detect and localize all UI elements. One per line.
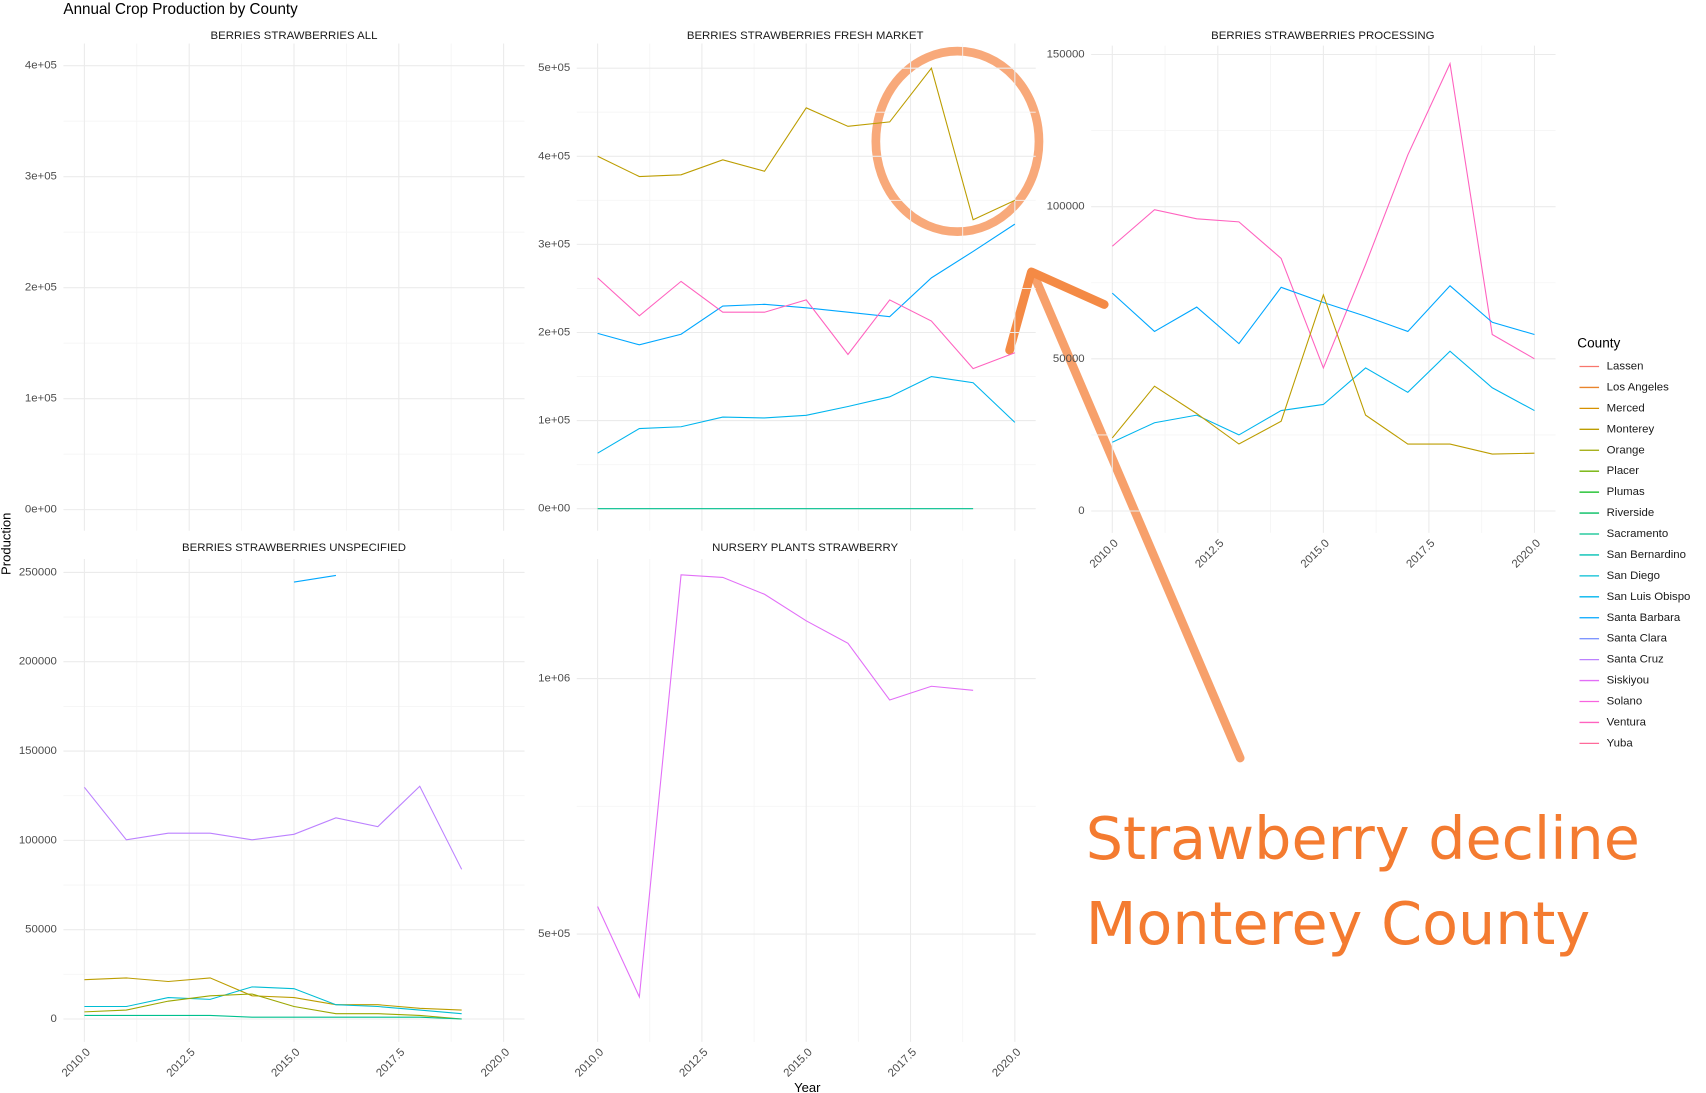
legend-label: San Diego	[1607, 570, 1660, 582]
y-tick-label: 3e+05	[25, 171, 57, 183]
legend-label: Los Angeles	[1607, 381, 1669, 393]
x-tick-label: 2017.5	[1404, 537, 1437, 570]
legend-label: Ventura	[1607, 716, 1647, 728]
legend-label: Santa Barbara	[1607, 612, 1681, 624]
series-line	[1112, 350, 1535, 443]
facet-title: BERRIES STRAWBERRIES FRESH MARKET	[687, 30, 924, 42]
legend-label: Yuba	[1607, 737, 1634, 749]
x-tick-label: 2010.0	[60, 1046, 93, 1079]
y-tick-label: 100000	[1047, 201, 1085, 213]
y-tick-label: 50000	[25, 924, 57, 936]
y-tick-label: 1e+05	[25, 393, 57, 405]
legend-label: Santa Cruz	[1607, 654, 1664, 666]
x-axis-label: Year	[794, 1080, 821, 1093]
y-tick-label: 5e+05	[538, 62, 570, 74]
series-line	[83, 785, 463, 870]
legend-title: County	[1577, 335, 1620, 350]
arrow-shaft	[1029, 269, 1245, 763]
legend-label: Riverside	[1607, 507, 1655, 519]
x-tick-label: 2010.0	[1088, 537, 1121, 570]
annotation-text: Monterey County	[1086, 889, 1590, 958]
y-tick-label: 5e+05	[538, 928, 570, 940]
y-tick-label: 150000	[1047, 49, 1085, 61]
y-tick-label: 0e+00	[538, 503, 570, 515]
x-tick-label: 2010.0	[573, 1046, 606, 1079]
x-tick-label: 2017.5	[374, 1046, 407, 1079]
series-line	[597, 66, 1016, 221]
series-line	[84, 1014, 462, 1020]
series-line	[84, 977, 462, 1011]
series-line	[597, 277, 1016, 370]
legend-label: Plumas	[1607, 486, 1645, 498]
legend-label: San Luis Obispo	[1607, 591, 1691, 603]
facet: NURSERY PLANTS STRAWBERRY 5e+05 1e+06 2010.…	[538, 542, 1036, 1080]
facet-title: BERRIES STRAWBERRIES UNSPECIFIED	[182, 542, 406, 554]
x-tick-label: 2015.0	[1299, 537, 1332, 570]
y-tick-label: 0	[1078, 505, 1084, 517]
legend-label: Solano	[1607, 695, 1643, 707]
facet: BERRIES STRAWBERRIES FRESH MARKET 0e+00 1e…	[538, 30, 1036, 531]
x-tick-label: 2020.0	[1510, 537, 1543, 570]
x-tick-label: 2012.5	[677, 1046, 710, 1079]
series-line	[1111, 293, 1535, 455]
facet-title: BERRIES STRAWBERRIES ALL	[211, 30, 378, 42]
y-tick-label: 1e+06	[538, 673, 570, 685]
y-tick-label: 100000	[19, 834, 57, 846]
y-tick-label: 2e+05	[538, 327, 570, 339]
series-line	[1111, 61, 1535, 370]
y-tick-label: 3e+05	[538, 238, 570, 250]
y-tick-label: 200000	[19, 656, 57, 668]
y-tick-label: 50000	[1053, 353, 1085, 365]
legend-label: Lassen	[1607, 361, 1644, 373]
highlight-circle	[871, 46, 1044, 237]
facet: BERRIES STRAWBERRIES ALL 0e+00 1e+05 2e+05 3…	[25, 30, 525, 531]
figure-title: Annual Crop Production by County	[63, 1, 298, 18]
series-line	[597, 574, 974, 999]
annotation-text: Strawberry decline	[1086, 804, 1640, 873]
facet-title: NURSERY PLANTS STRAWBERRY	[712, 542, 898, 554]
legend-label: Sacramento	[1607, 528, 1669, 540]
series-line	[84, 993, 462, 1020]
y-tick-label: 250000	[19, 566, 57, 578]
legend-label: San Bernardino	[1607, 549, 1686, 561]
y-tick-label: 150000	[19, 745, 57, 757]
x-tick-label: 2015.0	[782, 1046, 815, 1079]
series-line	[1111, 285, 1535, 345]
y-tick-label: 0	[51, 1013, 57, 1025]
x-tick-label: 2020.0	[479, 1046, 512, 1079]
annotation: Strawberry decline Monterey County	[871, 46, 1640, 958]
legend-label: Placer	[1607, 465, 1640, 477]
legend-label: Merced	[1607, 402, 1645, 414]
series-line	[84, 986, 462, 1015]
x-tick-label: 2020.0	[990, 1046, 1023, 1079]
x-tick-label: 2015.0	[269, 1046, 302, 1079]
series-line	[293, 574, 337, 583]
legend-label: Monterey	[1607, 423, 1655, 435]
facet: BERRIES STRAWBERRIES UNSPECIFIED 0 50000 10…	[19, 542, 525, 1080]
y-tick-label: 4e+05	[538, 150, 570, 162]
series-line	[597, 375, 1016, 454]
y-tick-label: 2e+05	[25, 282, 57, 294]
x-tick-label: 2012.5	[1193, 537, 1226, 570]
legend-label: Santa Clara	[1607, 633, 1668, 645]
y-axis-label: Production	[0, 513, 13, 575]
facet-title: BERRIES STRAWBERRIES PROCESSING	[1211, 30, 1434, 42]
arrow-head	[1005, 267, 1109, 355]
legend-label: Siskiyou	[1607, 675, 1649, 687]
x-tick-label: 2012.5	[165, 1046, 198, 1079]
series-line	[597, 223, 1016, 346]
y-tick-label: 4e+05	[25, 60, 57, 72]
y-tick-label: 0e+00	[25, 504, 57, 516]
y-tick-label: 1e+05	[538, 415, 570, 427]
legend-label: Orange	[1607, 444, 1645, 456]
x-tick-label: 2017.5	[886, 1046, 919, 1079]
